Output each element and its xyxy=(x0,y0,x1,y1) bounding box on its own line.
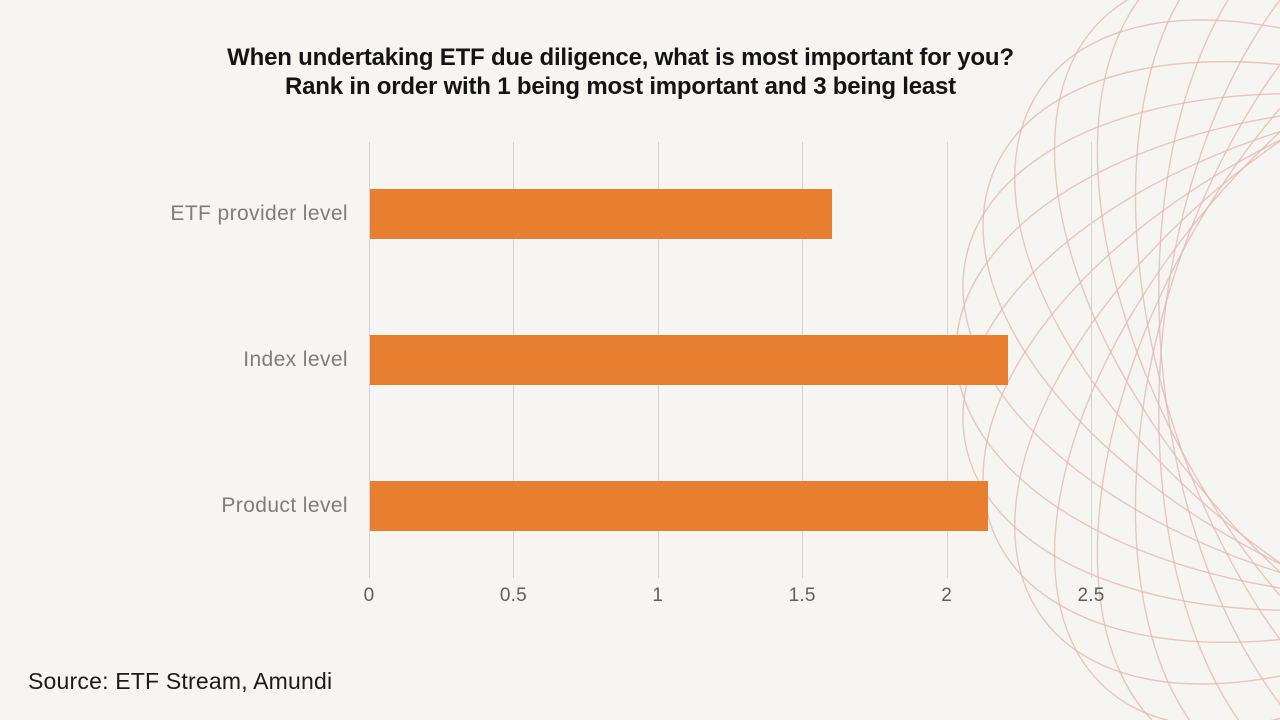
chart-title: When undertaking ETF due diligence, what… xyxy=(150,43,1091,101)
x-tick-label: 1.5 xyxy=(788,585,816,606)
plot-area xyxy=(369,142,1092,578)
bar-index-level xyxy=(370,334,1008,385)
pattern-ellipse xyxy=(1134,0,1280,720)
gridline-x-0 xyxy=(369,142,370,578)
category-label: Product level xyxy=(221,493,348,517)
pattern-ellipse xyxy=(1053,0,1280,720)
x-tick-label: 2.5 xyxy=(1077,585,1105,606)
category-label: Index level xyxy=(243,347,348,371)
pattern-ellipse xyxy=(1014,19,1280,685)
gridline-x-2.5 xyxy=(1091,142,1092,578)
chart-title-line-2: Rank in order with 1 being most importan… xyxy=(285,73,956,100)
bar-etf-provider-level xyxy=(370,188,832,239)
pattern-ellipse xyxy=(982,60,1280,644)
x-tick-label: 2 xyxy=(941,585,952,606)
pattern-ellipse xyxy=(1134,0,1280,720)
bar-product-level xyxy=(370,480,988,531)
source-attribution: Source: ETF Stream, Amundi xyxy=(28,668,333,694)
x-tick-label: 1 xyxy=(652,585,664,606)
category-label: ETF provider level xyxy=(170,201,348,225)
pattern-ellipse xyxy=(1096,0,1280,720)
x-tick-label: 0.5 xyxy=(499,585,527,606)
x-tick-label: 0 xyxy=(363,585,375,606)
pattern-ellipse xyxy=(962,92,1280,612)
pattern-ellipse xyxy=(1096,0,1280,720)
pattern-ellipse xyxy=(1158,0,1280,720)
pattern-ellipse xyxy=(962,92,1280,612)
pattern-ellipse xyxy=(982,60,1280,644)
chart-title-line-1: When undertaking ETF due diligence, what… xyxy=(227,44,1014,71)
pattern-ellipse xyxy=(1014,19,1280,685)
pattern-ellipse xyxy=(1158,0,1280,720)
pattern-ellipse xyxy=(1053,0,1280,720)
